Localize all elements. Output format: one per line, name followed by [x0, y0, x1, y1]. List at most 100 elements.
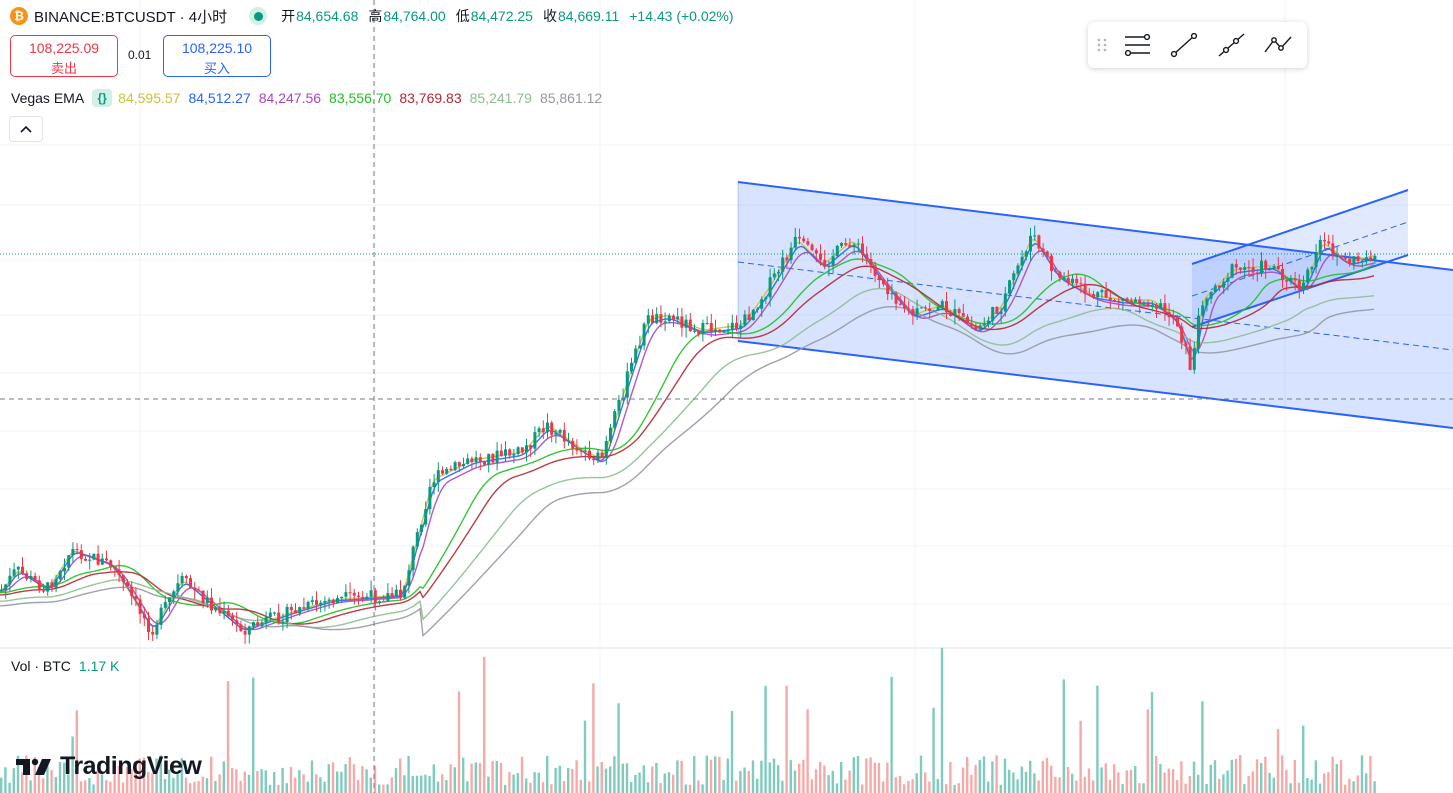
- candle-body: [1348, 258, 1352, 265]
- candle-body: [840, 243, 843, 246]
- volume-bar: [537, 772, 540, 793]
- volume-bar: [1079, 720, 1082, 793]
- candle-body: [1012, 273, 1016, 281]
- candle-body: [1163, 303, 1167, 313]
- candle-body: [1008, 280, 1011, 294]
- volume-bar: [121, 782, 125, 793]
- volume-bar: [159, 755, 162, 793]
- volume-bar: [848, 770, 851, 793]
- candle-body: [478, 457, 482, 462]
- candle-body: [915, 308, 919, 316]
- buy-button[interactable]: 108,225.10 买入: [163, 35, 271, 77]
- low-value: 84,472.25: [470, 8, 533, 24]
- candle-body: [932, 310, 936, 312]
- candle-body: [592, 458, 596, 461]
- candle-body: [924, 307, 927, 309]
- volume-bar: [1281, 755, 1284, 793]
- open-label: 开: [281, 8, 296, 24]
- candle-body: [697, 330, 701, 335]
- trend-line-icon[interactable]: [1164, 27, 1204, 63]
- volume-bar: [831, 770, 834, 793]
- volume-bar: [235, 769, 238, 793]
- fib-retracement-icon[interactable]: [1117, 27, 1157, 63]
- braces-icon[interactable]: {}: [92, 89, 113, 107]
- candle-body: [1092, 294, 1095, 298]
- symbol-title[interactable]: BINANCE:BTCUSDT · 4小时: [34, 8, 228, 26]
- candle-body: [508, 449, 512, 456]
- candle-body: [1331, 243, 1335, 257]
- candle-body: [982, 324, 986, 326]
- indicator-legend[interactable]: Vegas EMA {} 84,595.57 84,512.27 84,247.…: [11, 88, 610, 108]
- candle-body: [268, 612, 272, 618]
- volume-bar: [722, 779, 725, 793]
- volume-bar: [966, 757, 969, 793]
- candle-body: [1247, 267, 1251, 269]
- volume-bar: [1041, 760, 1044, 793]
- volume-bar: [138, 758, 141, 793]
- volume-bar: [151, 773, 154, 793]
- volume-bar: [298, 770, 301, 793]
- candle-body: [239, 624, 243, 632]
- volume-bar: [957, 783, 960, 793]
- volume-legend[interactable]: Vol · BTC 1.17 K: [11, 658, 119, 674]
- candle-body: [684, 319, 688, 328]
- candle-body: [1251, 267, 1255, 273]
- volume-bar: [793, 770, 797, 793]
- volume-bar: [260, 769, 263, 793]
- volume-bar: [659, 783, 662, 793]
- candle-body: [499, 450, 503, 456]
- volume-bar: [214, 781, 217, 793]
- candle-body: [949, 312, 953, 316]
- tradingview-logo[interactable]: TradingView: [14, 752, 202, 781]
- candle-body: [197, 590, 201, 592]
- candle-body: [449, 468, 453, 471]
- candle-body: [1276, 266, 1280, 269]
- candle-body: [109, 560, 113, 567]
- volume-bar: [1066, 767, 1070, 793]
- sell-button[interactable]: 108,225.09 卖出: [10, 35, 118, 77]
- volume-bar: [193, 781, 196, 793]
- collapse-legend-button[interactable]: [9, 116, 43, 142]
- candle-body: [159, 607, 163, 625]
- candle-body: [126, 582, 129, 587]
- candle-body: [424, 509, 428, 525]
- candle-body: [1264, 260, 1268, 270]
- candle-body: [575, 448, 579, 451]
- candle-body: [273, 612, 276, 614]
- grip-icon[interactable]: [1096, 37, 1110, 53]
- volume-bar: [197, 781, 200, 793]
- volume-bar: [890, 676, 893, 793]
- candle-body: [861, 243, 864, 255]
- candle-body: [646, 315, 650, 324]
- candle-body: [1176, 317, 1179, 327]
- indicator-name[interactable]: Vegas EMA: [11, 90, 85, 106]
- volume-bar: [550, 784, 553, 793]
- candle-body: [966, 316, 969, 324]
- candle-body: [176, 583, 180, 592]
- volume-bar: [1176, 780, 1179, 793]
- volume-bar: [785, 685, 788, 793]
- high-value: 84,764.00: [383, 8, 446, 24]
- volume-bar: [71, 736, 74, 793]
- ray-icon[interactable]: [1211, 27, 1251, 63]
- volume-bar: [4, 767, 7, 793]
- drawing-toolbar[interactable]: [1088, 22, 1307, 68]
- volume-bar: [554, 767, 557, 793]
- candle-body: [835, 245, 839, 257]
- candle-body: [756, 308, 759, 310]
- candle-body: [1213, 285, 1217, 292]
- candle-body: [1159, 303, 1163, 309]
- ascending-channel-top: [1191, 189, 1409, 265]
- market-open-icon: [249, 7, 268, 25]
- volume-bar: [726, 758, 729, 793]
- volume-bar: [424, 774, 427, 793]
- volume-bar: [0, 777, 3, 793]
- candle-body: [831, 256, 835, 266]
- candle-body: [877, 275, 881, 281]
- candle-body: [1188, 346, 1192, 370]
- volume-bar: [436, 781, 440, 793]
- candle-body: [672, 315, 675, 320]
- candle-body: [1335, 256, 1339, 257]
- path-icon[interactable]: [1258, 27, 1298, 63]
